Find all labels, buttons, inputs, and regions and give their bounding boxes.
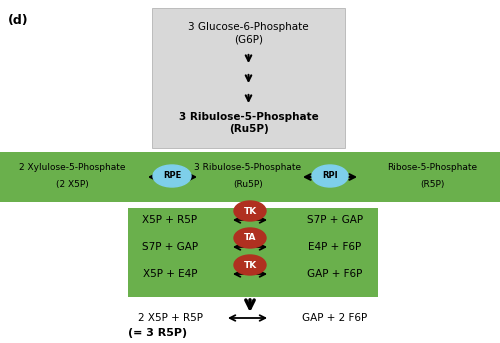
Text: Ribose-5-Phosphate: Ribose-5-Phosphate: [387, 163, 477, 172]
Text: TA: TA: [244, 234, 256, 243]
Text: RPI: RPI: [322, 172, 338, 180]
Text: 3 Ribulose-5-Phosphate: 3 Ribulose-5-Phosphate: [194, 163, 302, 172]
Text: (Ru5P): (Ru5P): [233, 180, 263, 189]
Text: (2 X5P): (2 X5P): [56, 180, 88, 189]
Text: (Ru5P): (Ru5P): [228, 124, 268, 134]
Bar: [0, 152, 500, 202]
Text: RPE: RPE: [163, 172, 181, 180]
Bar: [152, 8, 345, 148]
Text: TK: TK: [244, 260, 256, 270]
Ellipse shape: [234, 228, 266, 248]
Text: X5P + E4P: X5P + E4P: [143, 269, 197, 279]
Text: S7P + GAP: S7P + GAP: [307, 215, 363, 225]
Ellipse shape: [153, 165, 191, 187]
Text: (G6P): (G6P): [234, 35, 263, 45]
Text: X5P + R5P: X5P + R5P: [142, 215, 198, 225]
Ellipse shape: [234, 201, 266, 221]
Text: (R5P): (R5P): [420, 180, 444, 189]
Text: E4P + F6P: E4P + F6P: [308, 242, 362, 252]
Text: TK: TK: [244, 206, 256, 215]
Bar: [128, 208, 378, 297]
Text: GAP + 2 F6P: GAP + 2 F6P: [302, 313, 368, 323]
Text: 3 Ribulose-5-Phosphate: 3 Ribulose-5-Phosphate: [178, 112, 318, 122]
Text: S7P + GAP: S7P + GAP: [142, 242, 198, 252]
Text: (d): (d): [8, 14, 28, 27]
Text: 3 Glucose-6-Phosphate: 3 Glucose-6-Phosphate: [188, 22, 309, 32]
Ellipse shape: [312, 165, 348, 187]
Text: GAP + F6P: GAP + F6P: [308, 269, 362, 279]
Ellipse shape: [234, 255, 266, 275]
Text: 2 Xylulose-5-Phosphate: 2 Xylulose-5-Phosphate: [19, 163, 125, 172]
Text: (= 3 R5P): (= 3 R5P): [128, 328, 188, 338]
Text: 2 X5P + R5P: 2 X5P + R5P: [138, 313, 202, 323]
